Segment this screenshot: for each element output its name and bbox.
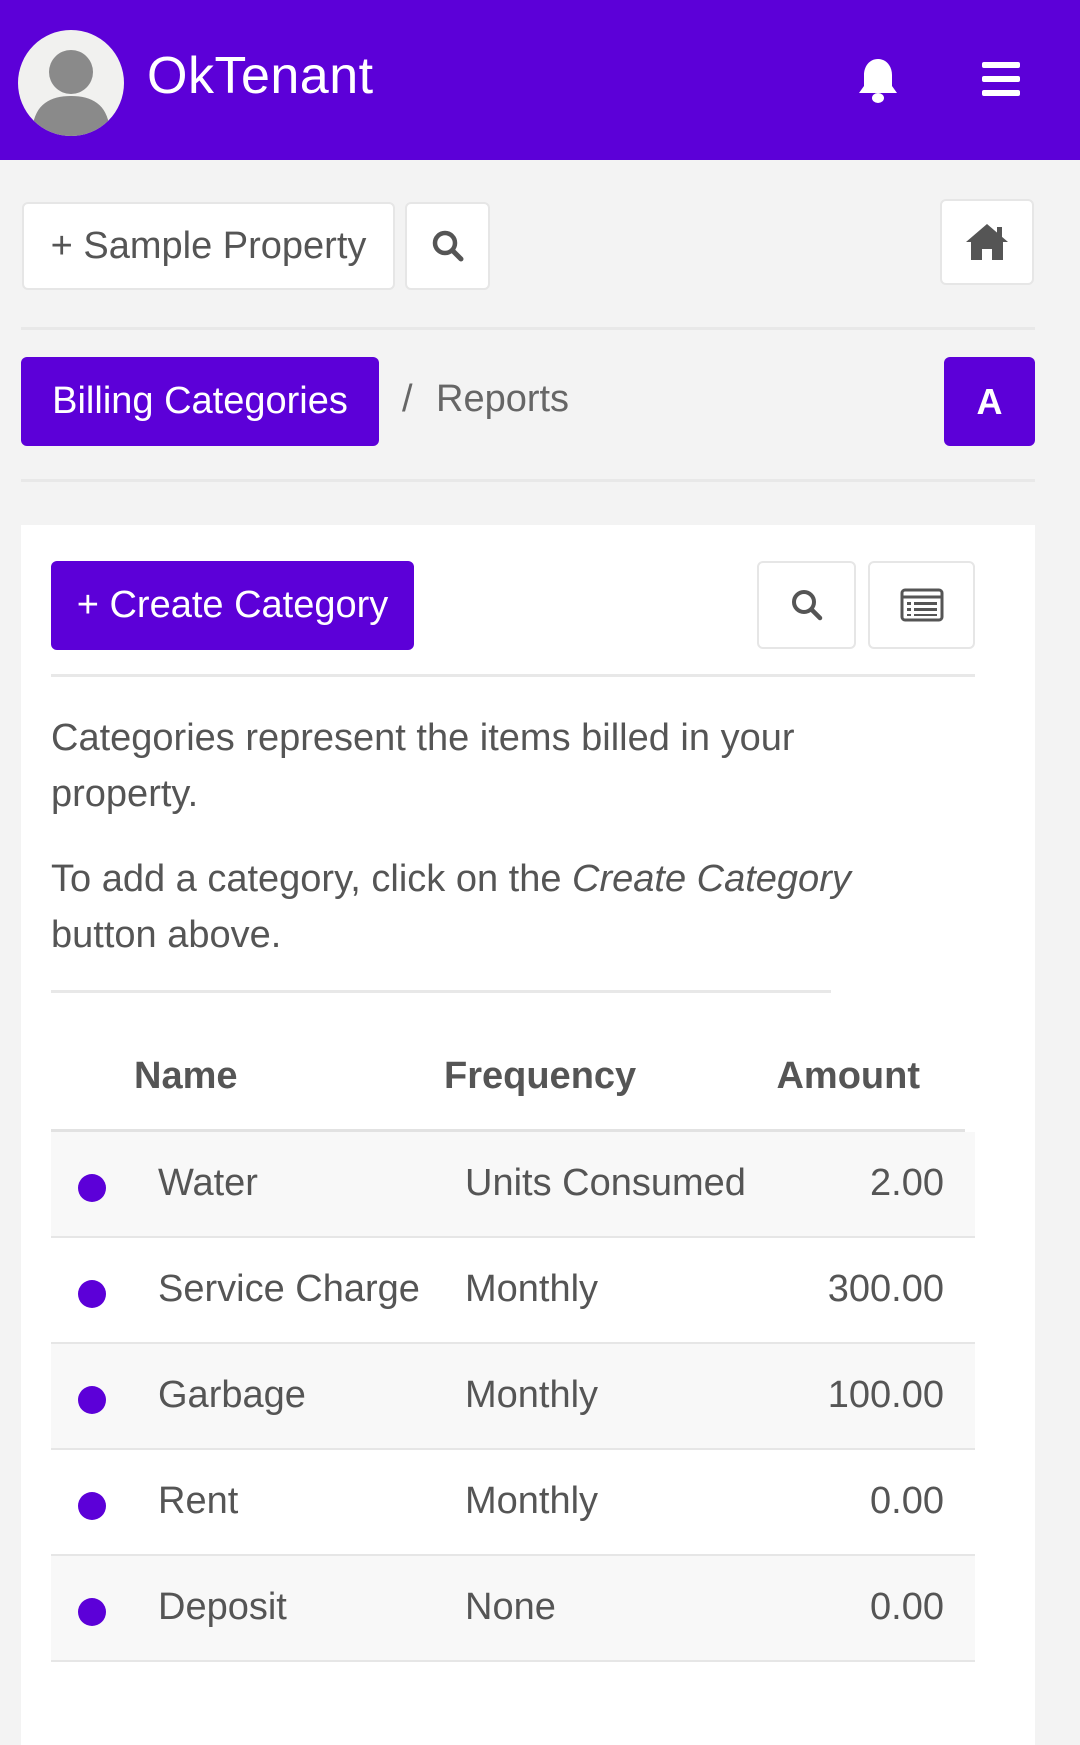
- bullet-icon: [78, 1492, 106, 1520]
- category-amount: 0.00: [870, 1480, 944, 1522]
- app-title: OkTenant: [147, 47, 374, 105]
- divider: [21, 479, 1035, 482]
- bullet-icon: [78, 1386, 106, 1414]
- bell-icon[interactable]: [856, 56, 900, 106]
- table-row[interactable]: Service Charge Monthly 300.00: [51, 1238, 975, 1344]
- sample-property-button[interactable]: + Sample Property: [22, 202, 395, 290]
- divider: [21, 327, 1035, 330]
- app-header: OkTenant: [0, 0, 1080, 160]
- bullet-icon: [78, 1280, 106, 1308]
- category-frequency: None: [465, 1586, 556, 1628]
- category-amount: 2.00: [870, 1162, 944, 1204]
- category-frequency: Monthly: [465, 1268, 599, 1310]
- list-view-icon: [900, 588, 943, 622]
- property-search-button[interactable]: [405, 202, 490, 290]
- table-row[interactable]: Water Units Consumed 2.00: [51, 1132, 975, 1238]
- account-button[interactable]: A: [944, 357, 1035, 446]
- category-amount: 100.00: [827, 1374, 944, 1416]
- category-frequency: Units Consumed: [465, 1162, 746, 1204]
- search-icon: [791, 590, 822, 621]
- category-name: Rent: [158, 1480, 239, 1522]
- table-row[interactable]: Deposit None 0.00: [51, 1556, 975, 1662]
- category-amount: 0.00: [870, 1586, 944, 1628]
- table-header-divider: [51, 1129, 965, 1132]
- categories-description: Categories represent the items billed in…: [51, 717, 795, 815]
- table-row[interactable]: Rent Monthly 0.00: [51, 1450, 975, 1556]
- category-name: Water: [158, 1162, 258, 1204]
- list-view-button[interactable]: [868, 561, 975, 649]
- home-icon: [966, 224, 1008, 260]
- bullet-icon: [78, 1598, 106, 1626]
- hint-text-end: button above.: [51, 914, 282, 956]
- table-row[interactable]: Garbage Monthly 100.00: [51, 1344, 975, 1450]
- search-icon: [432, 230, 463, 262]
- divider: [51, 990, 831, 993]
- breadcrumb-separator: /: [402, 378, 413, 420]
- hamburger-menu-icon[interactable]: [980, 58, 1022, 100]
- category-frequency: Monthly: [465, 1480, 599, 1522]
- billing-categories-button[interactable]: Billing Categories: [21, 357, 379, 446]
- create-category-hint: To add a category, click on the Create C…: [51, 851, 931, 963]
- hint-text-emphasis: Create Category: [572, 858, 851, 900]
- column-header-amount: Amount: [776, 1055, 920, 1097]
- home-button[interactable]: [940, 199, 1034, 285]
- create-category-button[interactable]: + Create Category: [51, 561, 414, 650]
- column-header-name: Name: [134, 1055, 238, 1097]
- categories-card: + Create Category Categories represent t…: [21, 525, 1035, 1745]
- hint-text-start: To add a category, click on the: [51, 858, 573, 900]
- category-amount: 300.00: [827, 1268, 944, 1310]
- column-header-frequency: Frequency: [444, 1055, 637, 1097]
- bullet-icon: [78, 1174, 106, 1202]
- category-search-button[interactable]: [757, 561, 856, 649]
- user-avatar-icon[interactable]: [18, 30, 124, 136]
- category-name: Deposit: [158, 1586, 287, 1628]
- breadcrumb-reports-link[interactable]: Reports: [436, 378, 570, 420]
- category-name: Garbage: [158, 1374, 306, 1416]
- category-frequency: Monthly: [465, 1374, 599, 1416]
- divider: [51, 674, 975, 677]
- category-name: Service Charge: [158, 1268, 420, 1310]
